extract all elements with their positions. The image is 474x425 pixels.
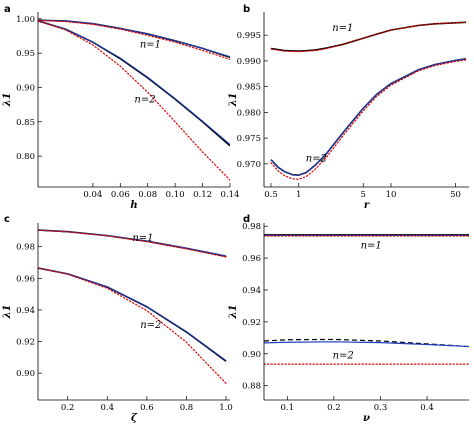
panel-a: 0.04 0.06 0.08 0.10 0.12 0.14 0.80 0.85 0.90 0.95… bbox=[2, 4, 239, 211]
series-annotation: n=1 bbox=[361, 241, 382, 252]
y-tick-label: 0.90 bbox=[242, 350, 261, 360]
x-tick-label: 50 bbox=[450, 190, 461, 200]
y-tick-label: 0.98 bbox=[16, 243, 35, 253]
y-tick-label: 0.94 bbox=[16, 306, 35, 316]
series-line-2 bbox=[38, 19, 230, 58]
series-line-5 bbox=[270, 59, 467, 180]
y-tick-label: 0.90 bbox=[16, 83, 35, 93]
y-axis-label: λ1 bbox=[2, 305, 13, 320]
y-tick-label: 0.92 bbox=[16, 338, 35, 348]
y-tick-label: 1.00 bbox=[16, 15, 35, 25]
series-line-2 bbox=[270, 21, 467, 53]
series-line-6 bbox=[38, 267, 227, 385]
x-tick-label: 0.14 bbox=[221, 190, 240, 200]
series-group bbox=[38, 19, 230, 181]
x-tick-label: 1 bbox=[296, 190, 301, 200]
series-annotation: n=2 bbox=[333, 351, 354, 362]
y-tick-label: 0.85 bbox=[16, 118, 35, 128]
series-line-4 bbox=[38, 20, 230, 147]
series-annotation: n=1 bbox=[140, 40, 161, 51]
x-axis-label: ν bbox=[363, 413, 370, 424]
x-tick-label: 0.6 bbox=[140, 403, 154, 413]
panel-letter: a bbox=[4, 4, 11, 15]
x-tick-label: 5 bbox=[361, 190, 366, 200]
series-annotation: n=2 bbox=[306, 153, 327, 164]
series-line-5 bbox=[264, 341, 469, 348]
y-tick-label: 0.985 bbox=[237, 83, 261, 93]
series-annotation: n=2 bbox=[140, 320, 161, 331]
x-tick-label: 0.08 bbox=[138, 190, 157, 200]
x-tick-label: 0.4 bbox=[101, 403, 115, 413]
series-annotation: n=1 bbox=[332, 23, 353, 34]
series-line-3 bbox=[38, 19, 230, 60]
y-tick-label: 0.80 bbox=[16, 152, 35, 162]
y-tick-label: 0.970 bbox=[237, 160, 261, 170]
series-group bbox=[264, 234, 469, 365]
y-tick-label: 0.95 bbox=[16, 49, 35, 59]
x-tick-label: 0.3 bbox=[374, 403, 388, 413]
y-tick-label: 0.94 bbox=[242, 286, 261, 296]
y-axis-label: λ1 bbox=[228, 305, 239, 320]
y-tick-label: 0.96 bbox=[242, 254, 261, 264]
y-tick-label: 0.98 bbox=[242, 222, 261, 232]
series-line-4 bbox=[270, 58, 467, 176]
series-annotation: n=2 bbox=[134, 95, 155, 106]
panel-letter: c bbox=[4, 214, 10, 225]
x-tick-label: 0.8 bbox=[180, 403, 194, 413]
y-axis-label: λ1 bbox=[228, 93, 239, 108]
x-tick-label: 10 bbox=[386, 190, 397, 200]
series-line-5 bbox=[38, 20, 230, 145]
series-line-1 bbox=[38, 19, 230, 59]
series-group bbox=[38, 229, 227, 385]
panel-c: 0.2 0.4 0.6 0.8 1.0 0.90 0.92 0.94 0.96 0.98 ζ λ1 c n… bbox=[2, 214, 233, 424]
y-tick-label: 0.88 bbox=[242, 382, 261, 392]
panel-d: 0.1 0.2 0.3 0.4 0.88 0.90 0.92 0.94 0.96 0.98 ν λ1 d… bbox=[228, 214, 469, 424]
y-tick-label: 0.995 bbox=[237, 31, 261, 41]
series-line-6 bbox=[38, 20, 230, 181]
y-tick-label: 0.990 bbox=[237, 57, 261, 67]
series-group bbox=[270, 21, 467, 180]
y-axis-label: λ1 bbox=[2, 93, 13, 108]
panel-letter: d bbox=[243, 214, 250, 225]
y-tick-label: 0.90 bbox=[16, 369, 35, 379]
series-annotation: n=1 bbox=[132, 233, 153, 244]
series-line-4 bbox=[38, 267, 227, 362]
y-tick-label: 0.92 bbox=[242, 318, 261, 328]
x-tick-label: 0.10 bbox=[166, 190, 185, 200]
x-tick-label: 0.04 bbox=[83, 190, 102, 200]
x-tick-label: 0.06 bbox=[111, 190, 130, 200]
x-axis-label: ζ bbox=[131, 413, 138, 424]
series-line-3 bbox=[38, 229, 227, 258]
x-tick-label: 1.0 bbox=[219, 403, 233, 413]
panel-b: 0.5 1 5 10 50 0.970 0.975 0.980 0.985 0.990 0.995 r… bbox=[228, 4, 469, 211]
y-tick-label: 0.96 bbox=[16, 274, 35, 284]
x-tick-label: 0.2 bbox=[327, 403, 341, 413]
x-tick-label: 0.2 bbox=[61, 403, 75, 413]
x-tick-label: 0.5 bbox=[264, 190, 278, 200]
y-tick-label: 0.975 bbox=[237, 134, 261, 144]
x-tick-label: 0.12 bbox=[193, 190, 212, 200]
x-axis-label: h bbox=[130, 200, 137, 211]
y-tick-label: 0.980 bbox=[237, 108, 261, 118]
x-tick-label: 0.4 bbox=[420, 403, 434, 413]
series-line-5 bbox=[38, 267, 227, 361]
panel-letter: b bbox=[243, 4, 250, 15]
series-line-3 bbox=[270, 58, 467, 176]
x-axis-label: r bbox=[364, 200, 370, 211]
x-tick-label: 0.1 bbox=[281, 403, 295, 413]
